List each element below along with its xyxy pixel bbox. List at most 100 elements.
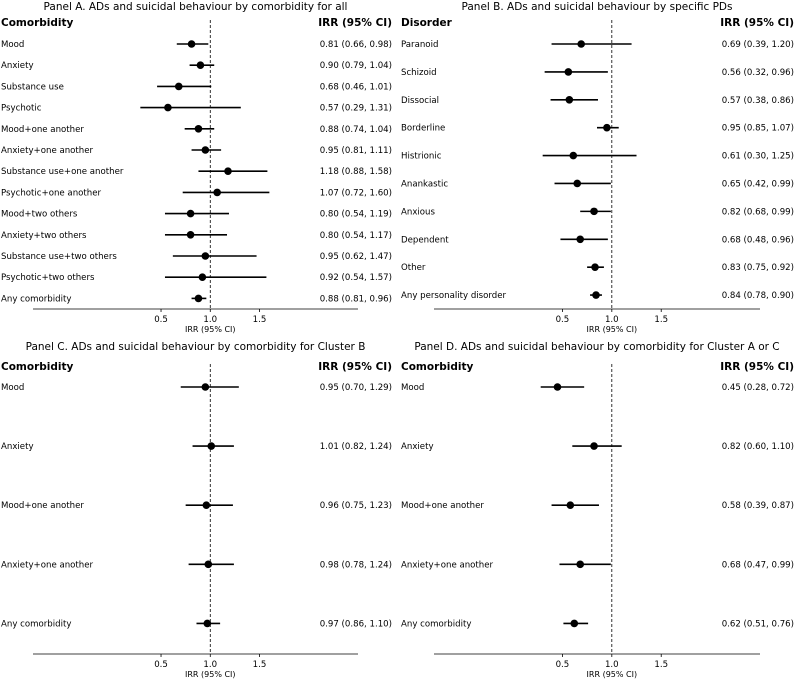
row-ci-text: 0.69 (0.39, 1.20) xyxy=(722,40,794,50)
forest-row: Anxious 0.82 (0.68, 0.99) xyxy=(401,207,794,217)
forest-row: Substance use+one another 1.18 (0.88, 1.5… xyxy=(1,167,392,177)
row-ci-text: 0.90 (0.79, 1.04) xyxy=(320,61,392,71)
point-estimate xyxy=(224,167,232,175)
forest-row: Anxiety+one another 0.95 (0.81, 1.11) xyxy=(1,146,392,156)
x-tick-label: 1.5 xyxy=(253,660,267,670)
x-axis-label: IRR (95% CI) xyxy=(185,670,236,679)
point-estimate xyxy=(186,209,195,218)
row-label: Psychotic xyxy=(1,104,42,114)
row-ci-text: 0.61 (0.30, 1.25) xyxy=(722,152,794,162)
ci-header: IRR (95% CI) xyxy=(318,361,392,373)
row-ci-text: 1.01 (0.82, 1.24) xyxy=(320,442,392,452)
ci-header: IRR (95% CI) xyxy=(318,17,392,29)
row-ci-text: 0.96 (0.75, 1.23) xyxy=(320,501,392,511)
row-label: Anxiety+two others xyxy=(1,231,87,241)
point-estimate xyxy=(186,231,195,239)
row-label: Any personality disorder xyxy=(401,291,507,301)
point-estimate xyxy=(569,151,578,160)
row-label: Paranoid xyxy=(401,40,438,50)
row-label: Anankastic xyxy=(401,179,448,189)
row-ci-text: 0.57 (0.29, 1.31) xyxy=(320,104,392,114)
point-estimate xyxy=(573,179,582,188)
point-estimate xyxy=(603,123,611,132)
forest-row: Substance use 0.68 (0.46, 1.01) xyxy=(1,82,392,92)
forest-row: Mood+one another 0.96 (0.75, 1.23) xyxy=(1,501,392,511)
row-header: Comorbidity xyxy=(1,17,74,29)
forest-row: Any comorbidity 0.62 (0.51, 0.76) xyxy=(401,619,794,629)
row-label: Mood+one another xyxy=(401,501,484,511)
row-label: Mood xyxy=(401,383,424,393)
x-tick-label: 1.0 xyxy=(203,660,217,670)
panel-d: Panel D. ADs and suicidal behaviour by c… xyxy=(401,341,794,679)
forest-row: Mood+one another 0.58 (0.39, 0.87) xyxy=(401,501,794,511)
forest-row: Dissocial 0.57 (0.38, 0.86) xyxy=(401,96,794,106)
forest-row: Mood+two others 0.80 (0.54, 1.19) xyxy=(1,210,392,220)
point-estimate xyxy=(576,235,585,244)
x-tick-label: 1.5 xyxy=(654,315,668,325)
point-estimate xyxy=(204,560,213,569)
row-label: Anxiety+one another xyxy=(1,560,94,570)
forest-row: Histrionic 0.61 (0.30, 1.25) xyxy=(401,152,794,162)
forest-row: Psychotic 0.57 (0.29, 1.31) xyxy=(1,104,392,114)
x-tick-label: 0.5 xyxy=(154,660,168,670)
point-estimate xyxy=(570,619,579,628)
panel-title: Panel D. ADs and suicidal behaviour by c… xyxy=(414,341,779,353)
row-ci-text: 0.92 (0.54, 1.57) xyxy=(320,273,392,283)
row-label: Anxiety xyxy=(1,61,34,71)
row-ci-text: 0.58 (0.39, 0.87) xyxy=(722,501,794,511)
row-label: Anxiety+one another xyxy=(401,560,494,570)
row-ci-text: 0.68 (0.46, 1.01) xyxy=(320,82,392,92)
row-label: Mood+two others xyxy=(1,210,78,220)
row-label: Anxiety+one another xyxy=(1,146,94,156)
x-tick-label: 0.5 xyxy=(556,315,570,325)
row-label: Other xyxy=(401,263,426,273)
forest-row: Mood+one another 0.88 (0.74, 1.04) xyxy=(1,125,392,135)
row-ci-text: 0.88 (0.81, 0.96) xyxy=(320,294,392,304)
point-estimate xyxy=(202,501,211,510)
row-ci-text: 0.95 (0.81, 1.11) xyxy=(320,146,392,156)
row-label: Anxiety xyxy=(1,442,34,452)
row-ci-text: 0.82 (0.60, 1.10) xyxy=(722,442,794,452)
point-estimate xyxy=(196,61,205,69)
point-estimate xyxy=(592,291,600,299)
panel-b: Panel B. ADs and suicidal behaviour by s… xyxy=(401,1,794,334)
point-estimate xyxy=(203,619,212,628)
x-axis-label: IRR (95% CI) xyxy=(587,670,638,679)
point-estimate xyxy=(213,188,221,197)
row-ci-text: 0.95 (0.62, 1.47) xyxy=(320,252,392,262)
row-label: Substance use xyxy=(1,82,64,92)
forest-row: Any personality disorder 0.84 (0.78, 0.90… xyxy=(401,291,794,301)
point-estimate xyxy=(565,95,574,104)
forest-row: Anxiety 1.01 (0.82, 1.24) xyxy=(1,442,392,452)
panel-title: Panel A. ADs and suicidal behaviour by c… xyxy=(44,1,348,13)
row-ci-text: 0.68 (0.48, 0.96) xyxy=(722,235,794,245)
forest-row: Any comorbidity 0.97 (0.86, 1.10) xyxy=(1,619,392,629)
point-estimate xyxy=(590,207,598,216)
point-estimate xyxy=(207,442,216,450)
row-ci-text: 0.45 (0.28, 0.72) xyxy=(722,383,794,393)
point-estimate xyxy=(201,146,210,154)
row-label: Any comorbidity xyxy=(401,619,471,629)
forest-row: Psychotic+one another 1.07 (0.72, 1.60) xyxy=(1,188,392,198)
forest-row: Anxiety+one another 0.98 (0.78, 1.24) xyxy=(1,560,392,570)
point-estimate xyxy=(566,501,575,510)
x-tick-label: 1.0 xyxy=(203,315,217,325)
row-label: Any comorbidity xyxy=(1,294,71,304)
forest-row: Mood 0.81 (0.66, 0.98) xyxy=(1,40,392,50)
forest-row: Anxiety+two others 0.80 (0.54, 1.17) xyxy=(1,231,392,241)
row-label: Psychotic+two others xyxy=(1,273,95,283)
row-header: Comorbidity xyxy=(1,361,74,373)
row-label: Borderline xyxy=(401,124,445,134)
point-estimate xyxy=(164,103,172,112)
point-estimate xyxy=(553,383,562,391)
ci-header: IRR (95% CI) xyxy=(720,361,794,373)
point-estimate xyxy=(577,40,585,48)
row-label: Dependent xyxy=(401,235,449,245)
forest-row: Anankastic 0.65 (0.42, 0.99) xyxy=(401,179,794,189)
row-label: Histrionic xyxy=(401,152,442,162)
row-label: Anxious xyxy=(401,207,436,217)
row-label: Schizoid xyxy=(401,68,437,78)
forest-row: Schizoid 0.56 (0.32, 0.96) xyxy=(401,68,794,78)
row-label: Substance use+one another xyxy=(1,167,124,177)
